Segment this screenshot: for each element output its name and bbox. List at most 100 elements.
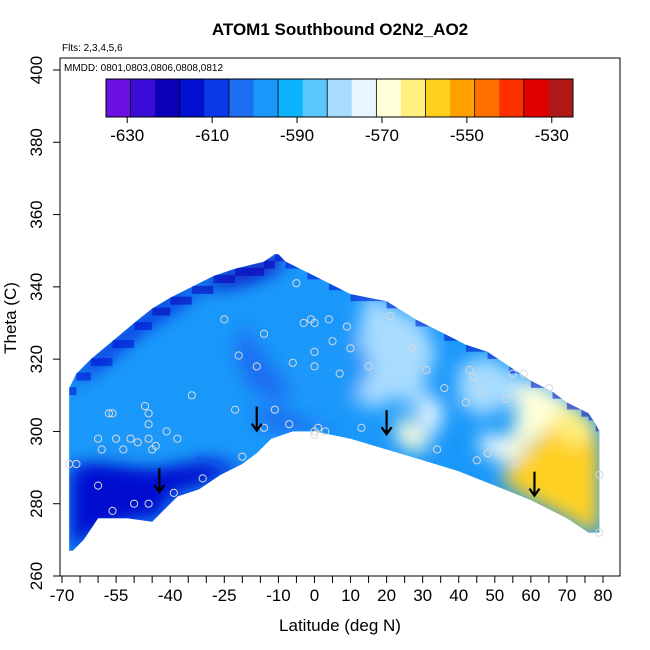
data-point	[595, 528, 604, 537]
tropopause-arrow	[380, 410, 393, 437]
colorbar-tick-label: -630	[110, 126, 144, 145]
y-tick-label: 260	[27, 562, 46, 590]
data-point	[314, 423, 323, 432]
colorbar-swatch	[400, 79, 427, 117]
data-point	[94, 434, 103, 443]
colorbar-swatch	[351, 79, 377, 117]
data-point	[234, 351, 243, 360]
data-point	[465, 365, 474, 375]
arrow-head	[380, 426, 393, 437]
data-point	[310, 318, 319, 328]
colorbar-tick-label: -610	[195, 126, 229, 145]
data-point	[512, 459, 521, 469]
x-tick-label: -40	[158, 586, 183, 605]
surface-region	[90, 420, 185, 454]
colorbar-swatch	[474, 79, 500, 117]
tropopause-arrows	[153, 406, 541, 498]
colorbar-swatch	[106, 79, 132, 117]
data-point	[108, 506, 117, 515]
data-point	[476, 387, 485, 396]
y-tick-label: 320	[27, 345, 46, 373]
x-tick-label: 10	[341, 586, 360, 605]
data-point	[259, 329, 269, 338]
data-point	[440, 384, 449, 393]
colorbar-swatch	[523, 79, 549, 117]
data-point	[144, 409, 153, 418]
x-tick-label: -55	[104, 586, 129, 605]
colorbar-swatch	[548, 79, 574, 117]
data-point	[270, 405, 279, 414]
data-point	[285, 420, 294, 429]
data-point	[342, 322, 351, 331]
colorbar-tick-label: -530	[535, 126, 569, 145]
data-point	[126, 434, 135, 443]
data-point	[144, 499, 153, 508]
data-point	[422, 365, 431, 375]
data-point	[310, 362, 319, 371]
data-point	[346, 344, 355, 353]
surface-region	[415, 388, 445, 439]
data-point	[130, 499, 139, 508]
surface-edge-cell	[69, 387, 77, 396]
surface-region	[285, 330, 373, 410]
surface-edge-cell	[235, 267, 264, 276]
data-point	[288, 358, 297, 367]
data-point	[595, 470, 604, 479]
observation-points	[65, 279, 604, 537]
x-tick-label: 80	[594, 586, 613, 605]
colorbar-swatch	[278, 79, 304, 117]
data-point	[108, 409, 117, 418]
x-tick-label: -10	[266, 586, 291, 605]
arrow-head	[528, 488, 541, 498]
data-point	[133, 438, 142, 447]
surface-region	[249, 409, 344, 432]
colorbar-swatch	[228, 79, 254, 117]
x-tick-label: 50	[485, 586, 504, 605]
surface-region	[494, 380, 575, 464]
y-tick-label: 340	[27, 273, 46, 301]
surface-edge-cell	[112, 340, 135, 349]
data-point	[144, 420, 153, 429]
surface-region	[458, 355, 539, 417]
surface-edge-cell	[264, 260, 275, 269]
colorbar-swatch	[450, 79, 476, 117]
surface-edge-cell	[76, 372, 91, 381]
colorbar-swatch	[179, 79, 205, 117]
y-tick-label: 400	[27, 56, 46, 84]
data-point	[220, 315, 229, 324]
data-point	[321, 427, 330, 436]
tropopause-arrow	[528, 471, 541, 498]
x-tick-label: 30	[413, 586, 432, 605]
colorbar: -630 -610 -590 -570 -550 -530	[105, 78, 574, 145]
tropopause-arrow	[153, 468, 166, 494]
colorbar-swatch	[253, 79, 279, 117]
data-point	[544, 384, 554, 393]
data-point	[162, 427, 171, 436]
y-tick-label: 380	[27, 128, 46, 156]
data-point	[328, 337, 337, 346]
x-tick-label: -25	[212, 586, 237, 605]
data-point	[169, 488, 178, 497]
x-tick-label: 60	[521, 586, 540, 605]
data-point	[299, 318, 308, 328]
colorbar-swatch	[155, 79, 181, 117]
data-point	[151, 441, 160, 450]
data-point	[144, 434, 153, 443]
data-point	[97, 445, 106, 454]
data-point	[519, 369, 528, 378]
data-point	[231, 405, 240, 414]
y-tick-label: 280	[27, 490, 46, 518]
data-point	[461, 398, 470, 407]
colorbar-swatch	[130, 79, 156, 117]
surface-region	[235, 323, 293, 403]
surface-region	[393, 413, 430, 454]
data-point	[259, 423, 269, 432]
data-point	[364, 362, 373, 371]
colorbar-swatch	[327, 79, 353, 117]
x-tick-label: 0	[310, 586, 319, 605]
colorbar-tick-label: -550	[450, 126, 484, 145]
y-axis-label: Theta (C)	[1, 282, 20, 354]
chart-title: ATOM1 Southbound O2N2_AO2	[212, 20, 468, 39]
surface-edge-cell	[274, 254, 279, 262]
